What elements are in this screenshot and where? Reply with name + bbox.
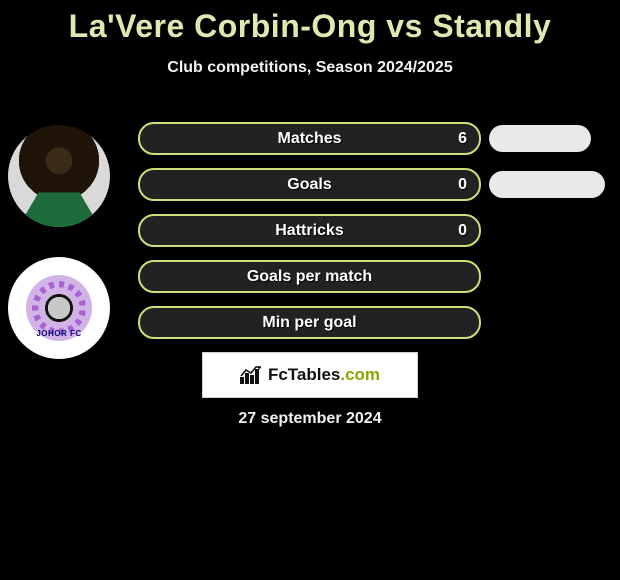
stat-row-mpg: Min per goal [138,306,612,339]
stat-label: Min per goal [262,314,356,332]
stat-label: Goals [287,176,331,194]
club-avatar: JOHOR FC [8,257,110,359]
opponent-bar-matches [489,125,591,152]
brand-text: FcTables.com [268,365,380,385]
date-text: 27 september 2024 [0,410,620,428]
stat-bar-mpg: Min per goal [138,306,481,339]
avatars-column: JOHOR FC [8,125,110,359]
stat-label: Hattricks [275,222,343,240]
player-avatar [8,125,110,227]
opponent-bar-goals [489,171,605,198]
stat-row-matches: Matches 6 [138,122,612,155]
stat-row-hattricks: Hattricks 0 [138,214,612,247]
stat-bars: Matches 6 Goals 0 Hattricks 0 Goals per match M… [138,122,612,339]
chart-icon [240,366,262,384]
stat-bar-goals: Goals 0 [138,168,481,201]
stat-label: Matches [277,130,341,148]
stat-value: 6 [458,130,467,148]
subtitle: Club competitions, Season 2024/2025 [0,59,620,77]
brand-name: FcTables [268,365,340,384]
stat-value: 0 [458,222,467,240]
stat-row-goals: Goals 0 [138,168,612,201]
page-title: La'Vere Corbin-Ong vs Standly [0,0,620,45]
club-badge: JOHOR FC [26,275,92,341]
stat-row-gpm: Goals per match [138,260,612,293]
brand-suffix: .com [340,365,380,384]
stat-bar-matches: Matches 6 [138,122,481,155]
brand-box[interactable]: FcTables.com [202,352,418,398]
stat-value: 0 [458,176,467,194]
club-badge-text: JOHOR FC [36,329,81,338]
stat-bar-gpm: Goals per match [138,260,481,293]
stat-label: Goals per match [247,268,372,286]
stat-bar-hattricks: Hattricks 0 [138,214,481,247]
